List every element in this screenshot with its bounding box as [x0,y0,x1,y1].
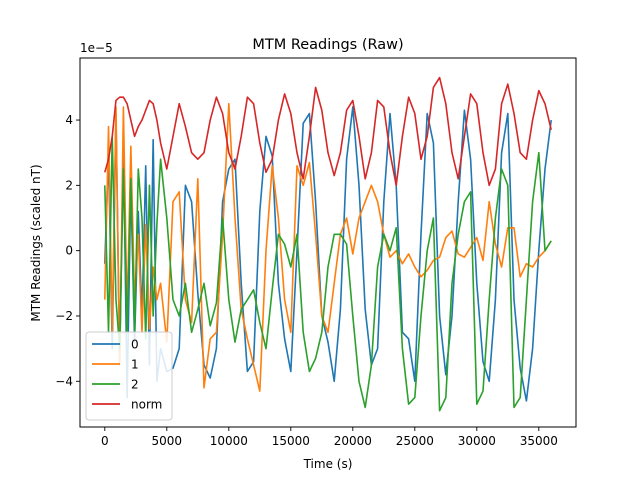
y-tick-label: 4 [65,113,73,127]
x-tick-label: 20000 [334,434,372,448]
x-tick-label: 25000 [396,434,434,448]
y-axis-label: MTM Readings (scaled nT) [29,164,43,321]
y-axis: −4 −2 0 2 4 [55,113,80,388]
plot-frame [79,57,577,428]
legend-label: norm [131,398,162,412]
x-axis-label: Time (s) [303,457,353,471]
y-tick-label: −4 [55,374,73,388]
legend-label: 2 [131,378,139,392]
x-axis: 0 5000 10000 15000 20000 25000 30000 35000 [101,427,558,448]
legend-label: 0 [131,338,139,352]
x-tick-label: 15000 [272,434,310,448]
series-line-0 [104,106,552,402]
x-tick-label: 30000 [458,434,496,448]
x-tick-label: 35000 [520,434,558,448]
x-tick-label: 5000 [152,434,183,448]
x-tick-label: 0 [101,434,109,448]
legend-box [85,331,173,421]
legend-label: 1 [131,358,139,372]
series-line-1 [104,102,552,392]
series-line-norm [104,76,552,187]
series-line-2 [104,135,552,412]
y-tick-label: 2 [65,178,73,192]
x-tick-label: 10000 [210,434,248,448]
chart-title: MTM Readings (Raw) [252,37,403,53]
y-tick-label: −2 [55,309,73,323]
series-layer [104,76,552,412]
y-offset-label: 1e−5 [80,41,113,55]
legend: 0 1 2 norm [85,331,173,421]
y-tick-label: 0 [65,244,73,258]
